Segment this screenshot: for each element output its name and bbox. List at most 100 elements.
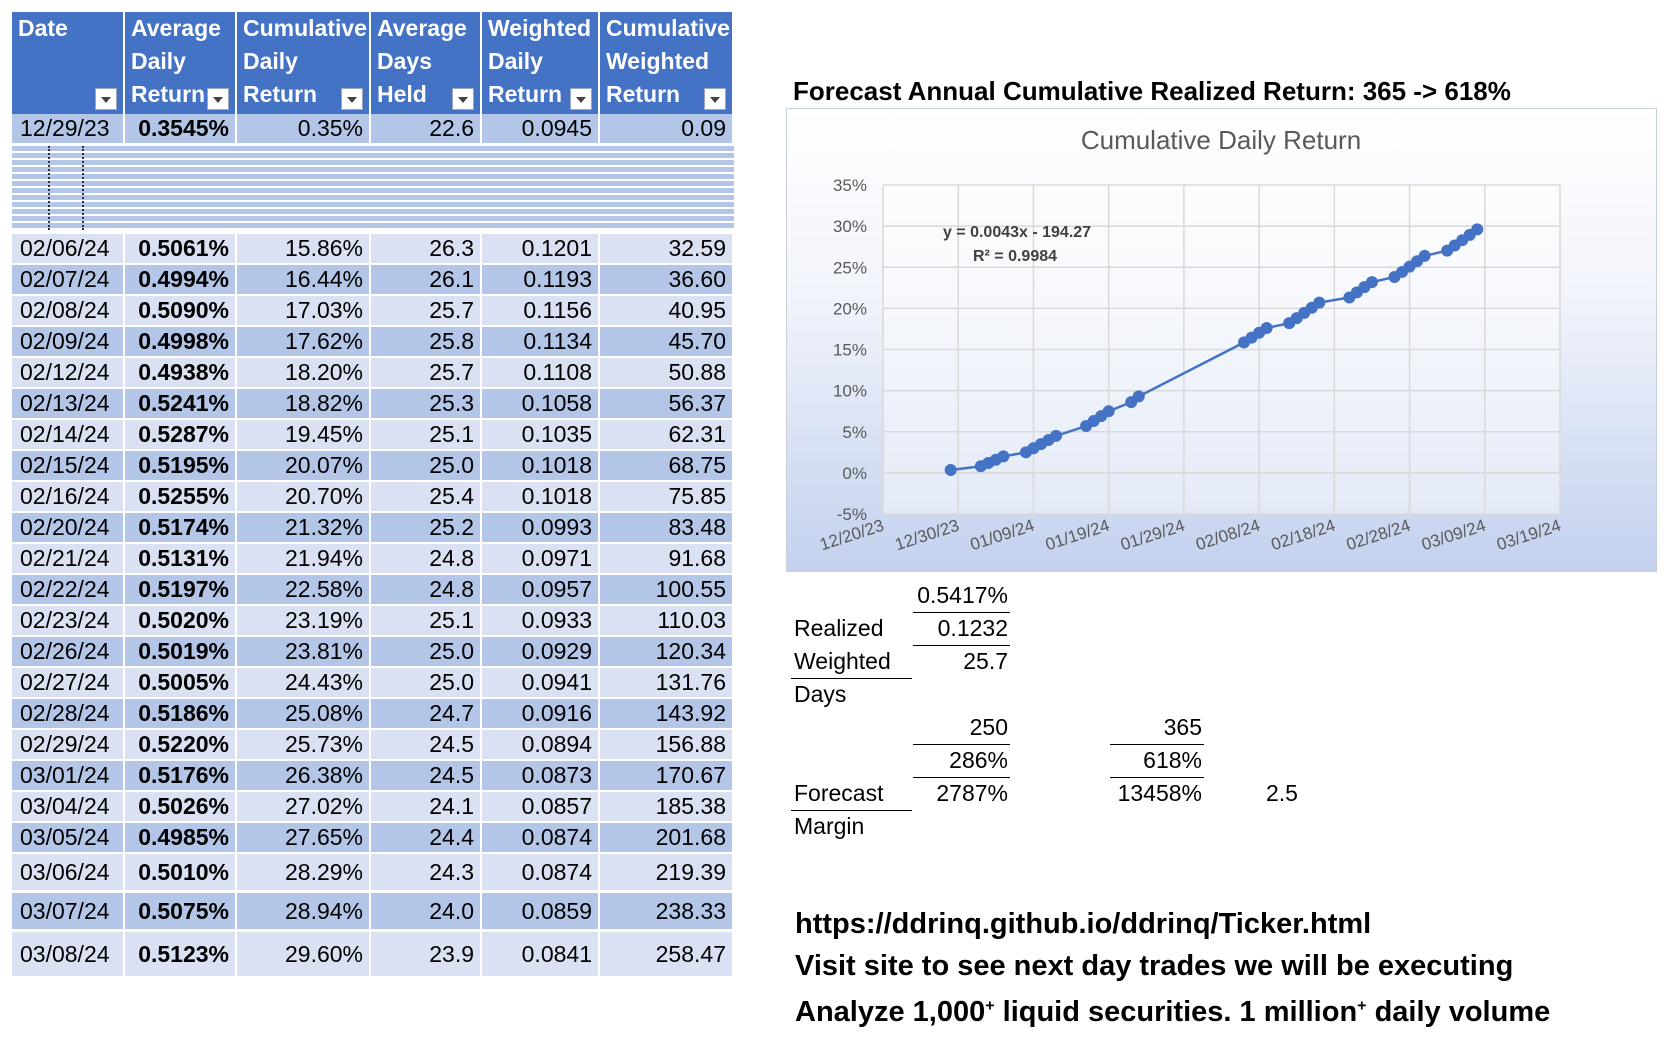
table-cell: 24.8 <box>371 544 482 575</box>
hidden-rows-dots <box>82 146 84 230</box>
table-cell: 25.0 <box>371 451 482 482</box>
table-cell: 91.68 <box>600 544 734 575</box>
table-cell: 20.70% <box>237 482 371 513</box>
table-cell: 21.94% <box>237 544 371 575</box>
table-cell: 25.2 <box>371 513 482 544</box>
filter-dropdown-icon[interactable] <box>452 88 474 110</box>
table-cell: 02/28/24 <box>12 699 125 730</box>
data-point <box>1102 405 1115 418</box>
collapsed-row <box>12 209 734 216</box>
collapsed-row <box>12 146 734 153</box>
table-cell: 258.47 <box>600 932 734 978</box>
filter-dropdown-icon[interactable] <box>570 88 592 110</box>
table-cell: 0.5195% <box>125 451 237 482</box>
filter-dropdown-icon[interactable] <box>95 88 117 110</box>
table-cell: 143.92 <box>600 699 734 730</box>
table-cell: 0.1156 <box>482 296 600 327</box>
table-cell: 0.0933 <box>482 606 600 637</box>
table-cell: 110.03 <box>600 606 734 637</box>
table-cell: 0.5010% <box>125 854 237 892</box>
table-cell: 02/12/24 <box>12 358 125 389</box>
table-cell: 0.0874 <box>482 823 600 854</box>
y-tick-label: 35% <box>833 176 867 195</box>
table-cell: 22.58% <box>237 575 371 606</box>
table-cell: 0.5220% <box>125 730 237 761</box>
table-cell: 24.1 <box>371 792 482 823</box>
filter-dropdown-icon[interactable] <box>341 88 363 110</box>
table-row: 03/08/24 0.5123% 29.60% 23.9 0.0841 258.47 <box>12 932 734 978</box>
table-cell: 16.44% <box>237 265 371 296</box>
table-row: 03/07/24 0.5075% 28.94% 24.0 0.0859 238.33 <box>12 893 734 931</box>
table-cell: 0.09 <box>600 114 734 145</box>
data-point <box>997 450 1010 463</box>
table-cell: 02/15/24 <box>12 451 125 482</box>
table-cell: 0.0857 <box>482 792 600 823</box>
table-cell: 170.67 <box>600 761 734 792</box>
plus-sup-1: + <box>985 997 995 1015</box>
table-row: 02/12/24 0.4938% 18.20% 25.7 0.1108 50.88 <box>12 358 734 389</box>
table-cell: 0.5176% <box>125 761 237 792</box>
table-cell: 0.5174% <box>125 513 237 544</box>
data-point <box>1260 321 1273 334</box>
column-header-line: Daily <box>131 48 186 74</box>
table-cell: 02/14/24 <box>12 420 125 451</box>
data-point <box>1132 390 1145 403</box>
table-cell: 27.65% <box>237 823 371 854</box>
avg-return-value: 0.5417% <box>917 582 1008 608</box>
table-cell: 02/06/24 <box>12 234 125 265</box>
table-cell: 0.5090% <box>125 296 237 327</box>
table-cell: 0.4998% <box>125 327 237 358</box>
column-header-5: Cumulative Weighted Return <box>600 12 734 114</box>
table-cell: 0.5186% <box>125 699 237 730</box>
table-cell: 26.1 <box>371 265 482 296</box>
column-header-3: Average Days Held <box>371 12 482 114</box>
column-header-line: Days <box>377 48 432 74</box>
analyze-part-a: Analyze 1,000 <box>795 996 986 1028</box>
table-cell: 0.0945 <box>482 114 600 145</box>
table-cell: 0.1193 <box>482 265 600 296</box>
table-cell: 24.5 <box>371 730 482 761</box>
analyze-part-b: liquid securities. 1 million <box>994 996 1358 1028</box>
table-cell: 0.5255% <box>125 482 237 513</box>
site-url[interactable]: https://ddrinq.github.io/ddrinq/Ticker.h… <box>795 908 1372 940</box>
collapsed-row <box>12 167 734 174</box>
table-cell: 83.48 <box>600 513 734 544</box>
table-cell: 0.0874 <box>482 854 600 892</box>
table-cell: 0.0941 <box>482 668 600 699</box>
filter-dropdown-icon[interactable] <box>704 88 726 110</box>
table-cell: 238.33 <box>600 893 734 931</box>
table-cell: 0.4985% <box>125 823 237 854</box>
table-cell: 21.32% <box>237 513 371 544</box>
trendline-r2: R² = 0.9984 <box>973 248 1057 265</box>
table-row: 02/26/24 0.5019% 23.81% 25.0 0.0929 120.34 <box>12 637 734 668</box>
table-cell: 19.45% <box>237 420 371 451</box>
table-row: 02/23/24 0.5020% 23.19% 25.1 0.0933 110.03 <box>12 606 734 637</box>
table-cell: 02/07/24 <box>12 265 125 296</box>
table-cell: 24.8 <box>371 575 482 606</box>
table-row: 02/14/24 0.5287% 19.45% 25.1 0.1035 62.31 <box>12 420 734 451</box>
collapsed-row <box>12 181 734 188</box>
data-point <box>1418 249 1431 262</box>
table-cell: 25.7 <box>371 296 482 327</box>
table-cell: 0.0929 <box>482 637 600 668</box>
table-cell: 0.5287% <box>125 420 237 451</box>
column-header-0: Date <box>12 12 125 114</box>
x-tick-label: 02/08/24 <box>1194 516 1263 555</box>
margin-label: Margin <box>794 813 865 839</box>
table-cell: 0.0957 <box>482 575 600 606</box>
table-cell: 62.31 <box>600 420 734 451</box>
table-row: 02/13/24 0.5241% 18.82% 25.3 0.1058 56.37 <box>12 389 734 420</box>
table-row: 02/06/24 0.5061% 15.86% 26.3 0.1201 32.59 <box>12 234 734 265</box>
table-cell: 0.5131% <box>125 544 237 575</box>
table-cell: 28.29% <box>237 854 371 892</box>
table-cell: 02/22/24 <box>12 575 125 606</box>
table-cell: 02/16/24 <box>12 482 125 513</box>
filter-dropdown-icon[interactable] <box>207 88 229 110</box>
x-tick-label: 03/19/24 <box>1494 516 1563 555</box>
table-cell: 23.9 <box>371 932 482 978</box>
y-tick-label: 25% <box>833 258 867 277</box>
table-cell: 68.75 <box>600 451 734 482</box>
table-cell: 12/29/23 <box>12 114 125 145</box>
y-tick-label: 15% <box>833 341 867 360</box>
table-cell: 24.43% <box>237 668 371 699</box>
